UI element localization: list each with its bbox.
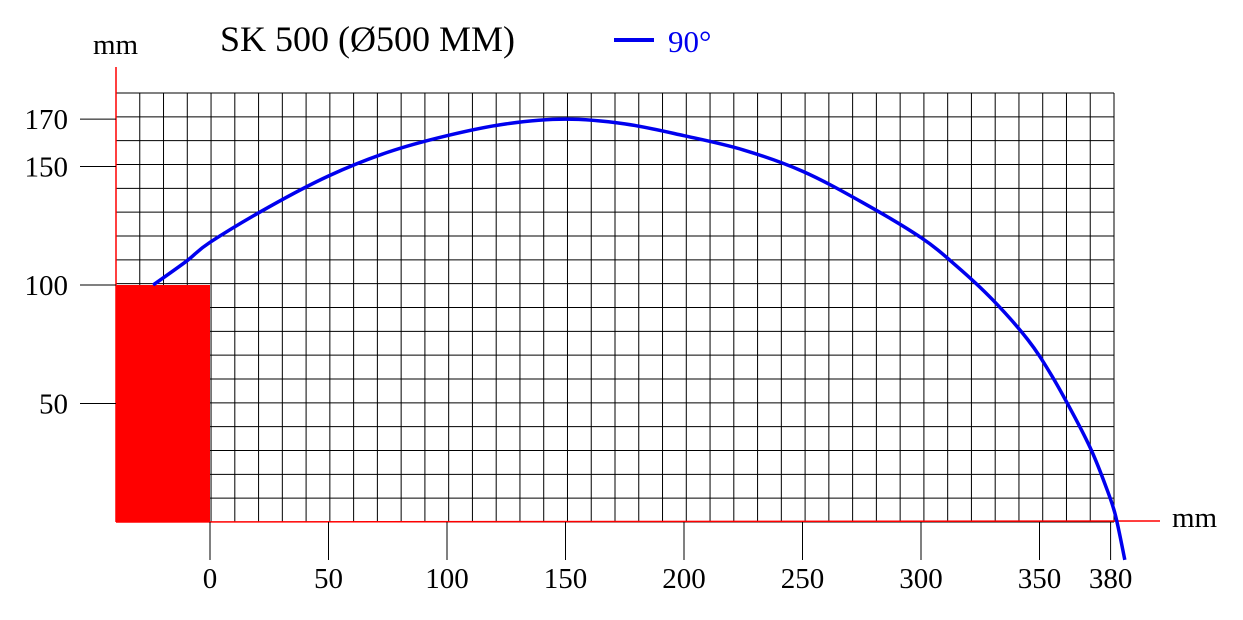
x-axis-unit-label: mm	[1172, 502, 1218, 534]
chart-grid	[115, 92, 1115, 523]
legend: 90°	[614, 24, 711, 59]
chart-axes	[115, 67, 1161, 523]
x-tick-label: 250	[781, 563, 825, 595]
chart-title: SK 500 (Ø500 MM)	[220, 19, 515, 59]
x-tick-label: 0	[203, 563, 218, 595]
y-tick-label: 150	[25, 152, 69, 184]
x-axis-line	[115, 520, 1161, 523]
y-tick-label: 100	[25, 270, 69, 302]
chart-annotations	[116, 285, 210, 522]
chart-series	[152, 117, 1127, 561]
x-tick-label: 300	[899, 563, 943, 595]
x-tick-label: 100	[425, 563, 469, 595]
x-tick-label: 50	[314, 563, 343, 595]
red-block	[116, 285, 210, 522]
x-tick-label: 350	[1018, 563, 1062, 595]
y-tick-label: 50	[39, 389, 68, 421]
x-tick-label: 150	[544, 563, 588, 595]
y-axis-unit-label: mm	[93, 29, 139, 61]
chart-ticks: 0 50 100 150 200 250 300 350 380 50 100 150 170	[25, 104, 1133, 595]
x-tick-label: 200	[662, 563, 706, 595]
series-line-90deg	[152, 117, 1127, 561]
y-tick-label: 170	[25, 104, 69, 136]
x-tick-label: 380	[1089, 563, 1133, 595]
legend-label: 90°	[668, 24, 711, 59]
